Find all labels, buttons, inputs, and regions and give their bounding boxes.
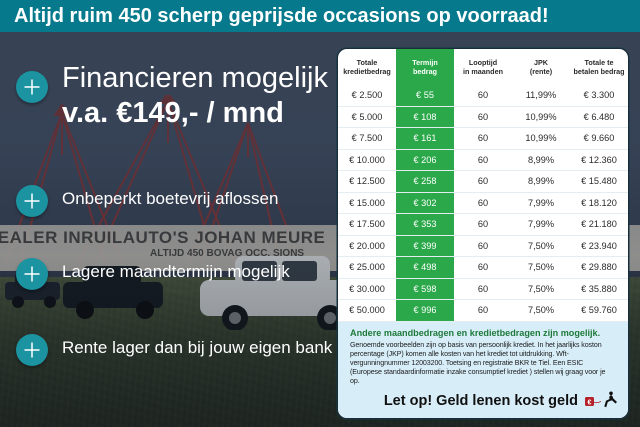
- svg-text:€: €: [588, 399, 592, 406]
